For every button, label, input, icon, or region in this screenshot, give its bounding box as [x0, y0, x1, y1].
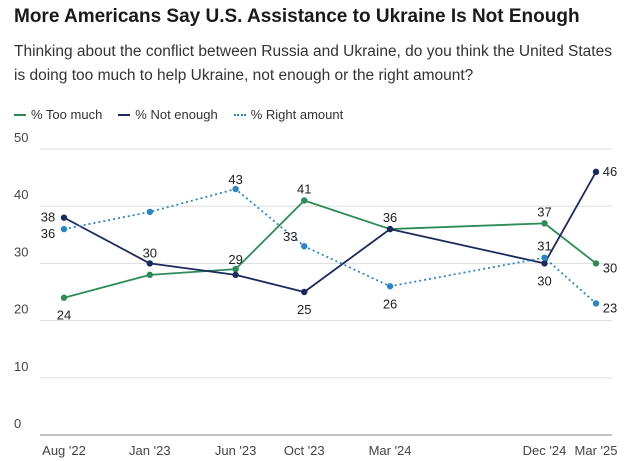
legend-item-right-amount: % Right amount: [233, 107, 344, 122]
data-label: 37: [537, 204, 551, 219]
y-tick-label: 20: [14, 302, 28, 317]
legend-label-not-enough: % Not enough: [135, 107, 218, 122]
legend-swatch-too-much: [14, 113, 26, 116]
x-tick-label: Mar '25: [575, 443, 618, 458]
data-point: [541, 220, 548, 227]
data-point: [232, 271, 239, 279]
data-point: [541, 260, 548, 267]
data-label: 43: [228, 172, 242, 187]
legend-swatch-not-enough: [118, 113, 131, 116]
data-point: [541, 254, 548, 261]
data-point: [301, 197, 308, 204]
data-point: [386, 283, 394, 290]
data-label: 36: [383, 210, 397, 225]
data-label: 30: [537, 273, 551, 288]
data-point: [301, 288, 308, 296]
data-label: 31: [537, 239, 551, 254]
legend-item-too-much: % Too much: [14, 107, 102, 122]
x-tick-label: Aug '22: [42, 443, 86, 458]
data-label: 36: [41, 226, 55, 241]
y-tick-label: 10: [14, 359, 28, 374]
data-label: 24: [57, 308, 71, 323]
data-point: [592, 300, 600, 307]
chart-subtitle: Thinking about the conflict between Russ…: [14, 43, 612, 84]
x-tick-label: Oct '23: [284, 443, 325, 458]
data-point: [386, 225, 394, 233]
data-point: [301, 243, 308, 250]
legend: % Too much % Not enough % Right amount: [14, 107, 359, 122]
data-point: [232, 265, 239, 273]
data-label: 25: [297, 302, 311, 317]
data-label: 46: [603, 164, 617, 179]
data-point: [60, 214, 68, 221]
data-label: 23: [603, 300, 617, 315]
data-point: [146, 271, 154, 279]
y-tick-label: 30: [14, 244, 28, 259]
y-tick-label: 50: [14, 130, 28, 145]
data-point: [592, 260, 600, 267]
x-tick-label: Dec '24: [523, 443, 567, 458]
x-tick-label: Jun '23: [215, 443, 257, 458]
data-label: 29: [228, 252, 242, 267]
data-point: [60, 225, 68, 233]
y-tick-label: 40: [14, 187, 28, 202]
data-label: 30: [603, 260, 617, 275]
chart-title: More Americans Say U.S. Assistance to Uk…: [14, 6, 580, 27]
data-point: [146, 208, 154, 216]
y-tick-label: 0: [14, 416, 21, 431]
data-point: [592, 168, 600, 176]
legend-swatch-right-amount: [233, 113, 246, 116]
data-label: 26: [383, 296, 397, 311]
data-label: 41: [297, 181, 311, 196]
series-line-1: [63, 171, 597, 293]
x-tick-label: Mar '24: [369, 443, 412, 458]
data-label: 33: [283, 229, 297, 244]
x-tick-label: Jan '23: [129, 443, 171, 458]
data-point: [146, 260, 154, 267]
data-point: [60, 294, 68, 301]
data-label: 30: [143, 245, 157, 260]
legend-label-too-much: % Too much: [31, 107, 103, 122]
data-label: 38: [41, 210, 55, 225]
data-point: [232, 185, 239, 193]
legend-label-right-amount: % Right amount: [250, 107, 344, 122]
legend-item-not-enough: % Not enough: [118, 107, 218, 122]
